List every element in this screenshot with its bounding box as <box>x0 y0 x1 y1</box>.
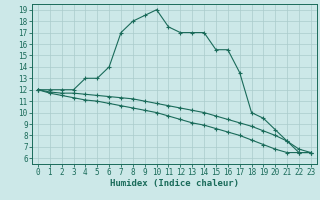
X-axis label: Humidex (Indice chaleur): Humidex (Indice chaleur) <box>110 179 239 188</box>
